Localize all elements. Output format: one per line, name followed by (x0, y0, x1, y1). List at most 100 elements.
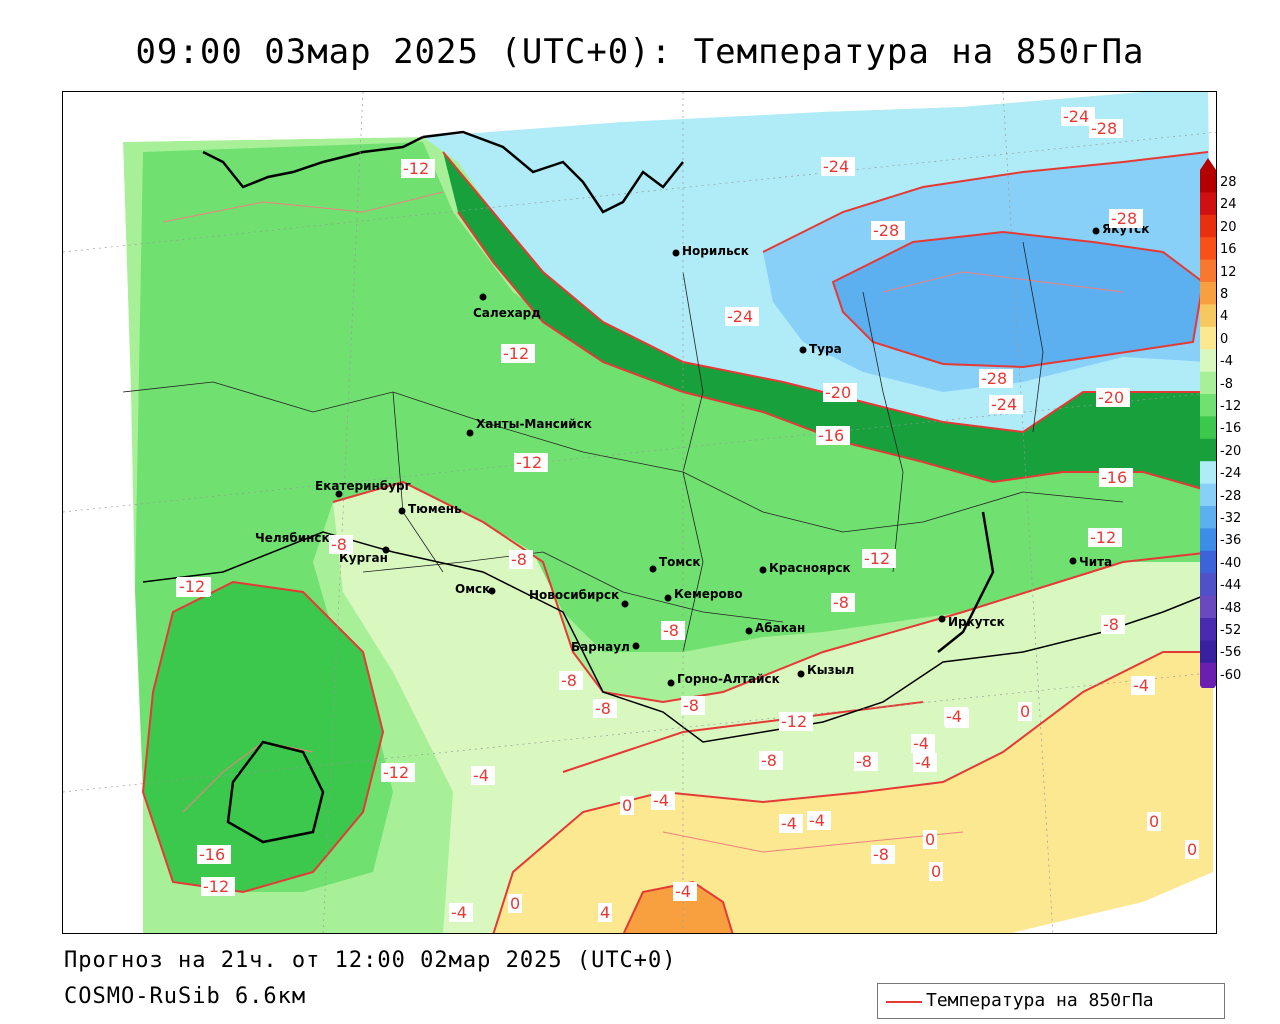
isotherm-value-label: -8 (663, 621, 679, 640)
colorbar-tick-label: -32 (1220, 511, 1242, 526)
isotherm-value-label: -8 (873, 845, 889, 864)
colorbar-segment (1200, 640, 1216, 664)
graticule-line (63, 671, 1216, 793)
isotherm-line (492, 651, 1213, 933)
isotherm-label-background (929, 862, 943, 881)
city-label: Челябинск (255, 531, 330, 545)
colorbar-segment (1200, 349, 1216, 373)
colorbar-segment (1200, 618, 1216, 641)
isotherm-label-background (673, 882, 697, 901)
colorbar-segment (1200, 214, 1216, 238)
isotherm-label-background (401, 159, 435, 178)
isotherm-label-background (807, 811, 831, 830)
isotherm-label-background (598, 903, 612, 922)
city-label: Норильск (682, 244, 749, 258)
isotherm-label-background (725, 307, 759, 326)
isotherm-label-background (854, 752, 878, 771)
border-line (1022, 241, 1044, 433)
isotherm-value-label: 0 (1187, 840, 1197, 859)
isotherm-label-background (871, 221, 905, 240)
isotherm-value-label: 0 (510, 894, 520, 913)
colorbar-tick-label: -20 (1220, 443, 1242, 459)
legend-label: Температура на 850гПа (926, 990, 1154, 1011)
colorbar-tick-label: 28 (1220, 175, 1237, 190)
isotherm-label-background (944, 707, 968, 726)
isotherm-value-label: 4 (600, 903, 610, 922)
colorbar-segment (1200, 506, 1216, 529)
isotherm-label-background (979, 369, 1013, 388)
city-dot (759, 566, 767, 574)
city-dot (621, 600, 629, 608)
colorbar-segment (1200, 595, 1216, 619)
city-label: Екатеринбург (315, 479, 411, 493)
isotherm-value-label: -4 (675, 882, 691, 901)
isotherm-label-background (509, 550, 533, 569)
isotherm-value-label: -28 (1111, 209, 1137, 228)
isotherm-value-label: -8 (856, 752, 872, 771)
isotherm-value-label: -24 (1063, 107, 1089, 126)
graticule-line (322, 92, 364, 933)
country-border (142, 531, 1214, 743)
isotherm-value-label: -8 (1103, 615, 1119, 634)
isotherm-value-label: -12 (383, 763, 409, 782)
isotherm-label-background (201, 877, 235, 896)
city-dot (649, 565, 657, 573)
city-label: Ханты-Мансийск (476, 417, 592, 431)
colorbar-segment (1200, 573, 1216, 597)
city-label: Абакан (755, 621, 805, 635)
isotherm-value-label: 0 (925, 830, 935, 849)
isotherm-label-background (1096, 388, 1130, 407)
isotherm-label-background (381, 763, 415, 782)
isotherm-value-label: -8 (595, 699, 611, 718)
isotherm-label-background (197, 845, 231, 864)
isotherm-label-background (1018, 702, 1032, 721)
isotherm-line (332, 480, 1214, 704)
city-label: Салехард (473, 306, 541, 320)
isotherm-value-label: -4 (915, 753, 931, 772)
colorbar-tick-label: -44 (1220, 578, 1242, 594)
outside-domain-w (63, 142, 143, 933)
isotherm-label-background (1147, 812, 1161, 831)
isotherm-label-background (862, 549, 896, 568)
city-dot (745, 627, 753, 635)
isotherm-label-background (1089, 119, 1123, 138)
map-panel: Норильск Салехард Якутск Тура Ханты-Манс… (62, 91, 1217, 934)
isotherm-label-background (593, 699, 617, 718)
colorbar-tick-label: -16 (1220, 421, 1242, 437)
isotherm-value-label: -24 (727, 307, 753, 326)
isotherm-value-label: -4 (781, 814, 797, 833)
isotherm-value-label: -12 (864, 549, 890, 568)
isotherm-value-label: -12 (503, 344, 529, 363)
colorbar-tick-label: -56 (1220, 645, 1242, 661)
isotherm-label-background (759, 751, 783, 770)
isotherm-value-label: -4 (946, 707, 962, 726)
country-border-line (142, 531, 1214, 743)
colorbar-bottom-arrow (1200, 685, 1216, 698)
isotherm-value-label: 0 (1020, 702, 1030, 721)
isotherm-label-background (514, 453, 548, 472)
colorbar-tick-label: -4 (1220, 354, 1233, 370)
isotherm-label-background (559, 671, 583, 690)
isotherm-label-background (911, 734, 935, 753)
city-label: Тюмень (408, 502, 462, 516)
outside-domain-nw (63, 92, 423, 152)
isotherm-label-background (1101, 615, 1125, 634)
medium-green-zone (135, 142, 1213, 892)
colorbar-tick-label: -28 (1220, 488, 1242, 504)
colorbar-segment (1200, 170, 1216, 193)
city-dot (938, 615, 946, 623)
city-markers: Норильск Салехард Якутск Тура Ханты-Манс… (255, 222, 1149, 687)
isotherm-label-background (871, 845, 895, 864)
coastline-line (226, 740, 325, 844)
city-label: Кемерово (674, 587, 743, 601)
isotherm-label-background (831, 593, 855, 612)
isotherm-value-label: -8 (761, 751, 777, 770)
city-dot (632, 642, 640, 650)
isotherm-label-background (821, 157, 855, 176)
isotherm-label-background (681, 696, 705, 715)
isotherm-value-label: -12 (516, 453, 542, 472)
city-label: Курган (339, 551, 388, 565)
isotherm-line (457, 211, 1214, 493)
coastline-line (937, 511, 995, 653)
isotherm-value-label: -12 (1090, 528, 1116, 547)
